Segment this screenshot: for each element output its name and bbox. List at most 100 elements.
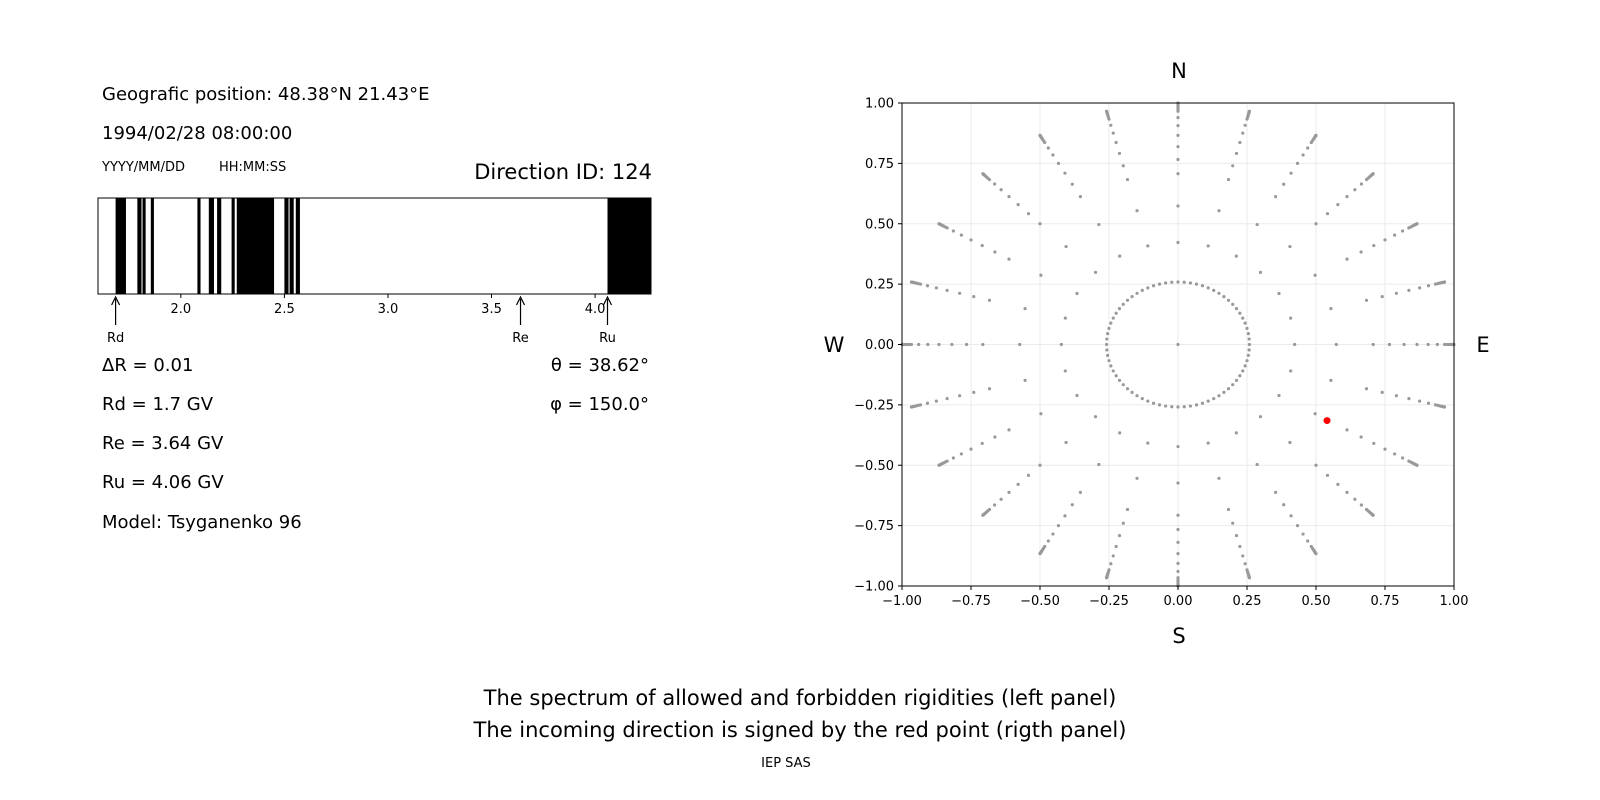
- direction-grid-point: [981, 342, 985, 347]
- direction-grid-point: [1078, 490, 1083, 494]
- direction-grid-point: [1415, 463, 1419, 467]
- direction-grid-point: [1383, 447, 1387, 451]
- direction-grid-point: [1104, 342, 1109, 347]
- direction-grid-point: [1106, 332, 1110, 336]
- direction-grid-point: [1182, 280, 1186, 284]
- direction-grid-point: [1075, 291, 1079, 296]
- direction-grid-point: [1442, 342, 1447, 347]
- direction-grid-point: [1442, 405, 1447, 409]
- direction-grid-point: [1289, 316, 1293, 320]
- direction-grid-point: [1093, 415, 1098, 419]
- direction-grid-point: [1418, 399, 1422, 403]
- direction-grid-point: [1051, 153, 1055, 157]
- direction-grid-point: [1217, 476, 1221, 480]
- direction-grid-point: [959, 233, 963, 237]
- direction-grid-point: [934, 286, 938, 290]
- direction-grid-point: [993, 503, 997, 507]
- direction-grid-point: [1426, 401, 1431, 405]
- direction-grid-point: [980, 441, 984, 446]
- direction-grid-point: [909, 405, 914, 409]
- y-tick-label: 0.50: [865, 217, 894, 232]
- direction-grid-point: [1097, 462, 1101, 467]
- compass-west: W: [824, 333, 845, 357]
- direction-grid-point: [1146, 441, 1150, 445]
- direction-grid-point: [1243, 364, 1247, 368]
- direction-grid-point: [951, 229, 955, 233]
- direction-grid-point: [1372, 243, 1376, 248]
- direction-grid-point: [1206, 286, 1210, 290]
- direction-grid-point: [1176, 145, 1180, 149]
- direction-grid-point: [1206, 244, 1210, 248]
- direction-grid-point: [1200, 284, 1205, 288]
- direction-grid-point: [1023, 378, 1027, 382]
- direction-grid-point: [1217, 209, 1221, 213]
- direction-grid-point: [1345, 490, 1349, 494]
- direction-grid-point: [1364, 298, 1369, 302]
- direction-grid-point: [1063, 171, 1067, 175]
- direction-grid-point: [1394, 291, 1398, 295]
- direction-grid-point: [1306, 146, 1310, 150]
- rd-value: Rd = 1.7 GV: [102, 394, 214, 415]
- direction-grid-point: [1247, 348, 1251, 352]
- direction-grid-point: [1334, 342, 1338, 347]
- direction-grid-point: [945, 397, 949, 401]
- direction-grid-point: [1359, 182, 1363, 186]
- y-tick-label: −1.00: [854, 580, 894, 595]
- direction-grid-point: [1140, 288, 1144, 292]
- direction-grid-point: [1130, 295, 1134, 299]
- forbidden-band-7: [231, 198, 235, 294]
- direction-grid-point: [1105, 337, 1109, 341]
- direction-grid-point: [987, 298, 992, 302]
- datetime: 1994/02/28 08:00:00: [102, 123, 293, 144]
- direction-grid-point: [1238, 311, 1242, 315]
- direction-grid-point: [1109, 364, 1113, 368]
- direction-grid-point: [1093, 270, 1098, 274]
- direction-grid-point: [1176, 513, 1180, 517]
- direction-grid-point: [1238, 374, 1242, 378]
- direction-grid-point: [1418, 286, 1422, 290]
- x-tick-label: 0.25: [1233, 594, 1262, 609]
- direction-grid-point: [909, 342, 914, 347]
- direction-grid-point: [1231, 164, 1235, 168]
- direction-grid-point: [1176, 481, 1180, 485]
- marker-label-rd: Rd: [107, 331, 124, 346]
- x-tick-label: −0.75: [951, 594, 991, 609]
- direction-grid-point: [950, 342, 954, 347]
- direction-grid-point: [1325, 473, 1330, 477]
- direction-grid-point: [1111, 554, 1115, 558]
- forbidden-band-3: [150, 198, 154, 294]
- direction-grid-point: [1222, 390, 1226, 394]
- direction-grid-point: [1117, 378, 1122, 382]
- theta-value: θ = 38.62°: [550, 355, 649, 376]
- direction-grid-point: [1063, 514, 1067, 518]
- direction-grid-point: [1258, 270, 1263, 274]
- delta-r-value: ΔR = 0.01: [102, 355, 194, 376]
- direction-grid-point: [1217, 394, 1221, 398]
- direction-grid-point: [1026, 473, 1031, 477]
- direction-grid-point: [1176, 172, 1180, 176]
- direction-grid-point: [945, 288, 949, 292]
- direction-grid-point: [1246, 353, 1250, 357]
- direction-grid-point: [993, 182, 997, 186]
- direction-grid-point: [1109, 562, 1113, 566]
- direction-grid-point: [1188, 404, 1193, 408]
- direction-grid-point: [1117, 533, 1122, 538]
- direction-grid-point: [1039, 412, 1043, 416]
- direction-grid-point: [1435, 342, 1439, 347]
- direction-grid-point: [1176, 444, 1180, 449]
- direction-grid-point: [1247, 576, 1252, 580]
- model-label: Model: Tsyganenko 96: [102, 512, 302, 533]
- direction-grid-point: [1064, 440, 1068, 445]
- direction-grid-point: [1380, 295, 1384, 299]
- direction-grid-point: [1401, 229, 1405, 233]
- forbidden-band-1: [137, 198, 142, 294]
- direction-grid-point: [1243, 321, 1247, 325]
- direction-grid-point: [937, 222, 941, 226]
- direction-grid-point: [1383, 238, 1387, 242]
- direction-grid-point: [1234, 378, 1239, 382]
- compass-north: N: [1171, 59, 1187, 83]
- forbidden-band-10: [289, 198, 294, 294]
- direction-grid-point: [1238, 544, 1242, 549]
- direction-grid-point: [1245, 326, 1249, 330]
- spectrum-frame: [97, 197, 652, 295]
